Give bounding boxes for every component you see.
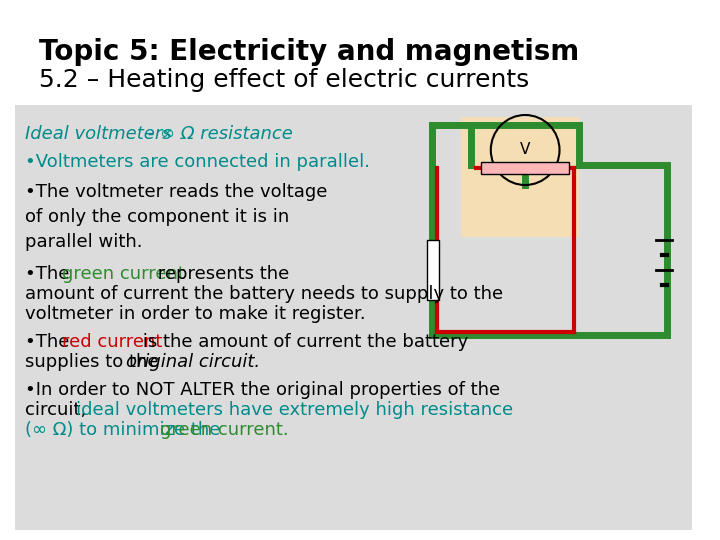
Text: amount of current the battery needs to supply to the: amount of current the battery needs to s… [24, 285, 503, 303]
FancyBboxPatch shape [427, 240, 438, 300]
Text: green current.: green current. [160, 421, 289, 439]
Text: supplies to the: supplies to the [24, 353, 163, 371]
Text: voltmeter in order to make it register.: voltmeter in order to make it register. [24, 305, 365, 323]
Text: •The: •The [24, 333, 75, 351]
FancyBboxPatch shape [14, 105, 692, 530]
Text: Ideal voltmeters: Ideal voltmeters [24, 125, 171, 143]
FancyBboxPatch shape [0, 0, 707, 100]
Text: •The voltmeter reads the voltage
of only the component it is in
parallel with.: •The voltmeter reads the voltage of only… [24, 183, 327, 251]
Text: is the amount of current the battery: is the amount of current the battery [138, 333, 469, 351]
FancyBboxPatch shape [481, 162, 570, 174]
Text: Topic 5: Electricity and magnetism: Topic 5: Electricity and magnetism [40, 38, 580, 66]
Text: green current: green current [62, 265, 185, 283]
Text: - ∞ Ω resistance: - ∞ Ω resistance [143, 125, 293, 143]
Text: •The: •The [24, 265, 75, 283]
Text: ideal voltmeters have extremely high resistance: ideal voltmeters have extremely high res… [76, 401, 513, 419]
Text: circuit,: circuit, [24, 401, 91, 419]
Text: red current: red current [62, 333, 162, 351]
Text: •Voltmeters are connected in parallel.: •Voltmeters are connected in parallel. [24, 153, 369, 171]
Text: 5.2 – Heating effect of electric currents: 5.2 – Heating effect of electric current… [40, 68, 529, 92]
Text: represents the: represents the [152, 265, 289, 283]
Text: original circuit.: original circuit. [126, 353, 260, 371]
Text: •In order to NOT ALTER the original properties of the: •In order to NOT ALTER the original prop… [24, 381, 500, 399]
Text: V: V [520, 143, 531, 158]
FancyBboxPatch shape [462, 117, 579, 237]
Text: (∞ Ω) to minimize the: (∞ Ω) to minimize the [24, 421, 225, 439]
